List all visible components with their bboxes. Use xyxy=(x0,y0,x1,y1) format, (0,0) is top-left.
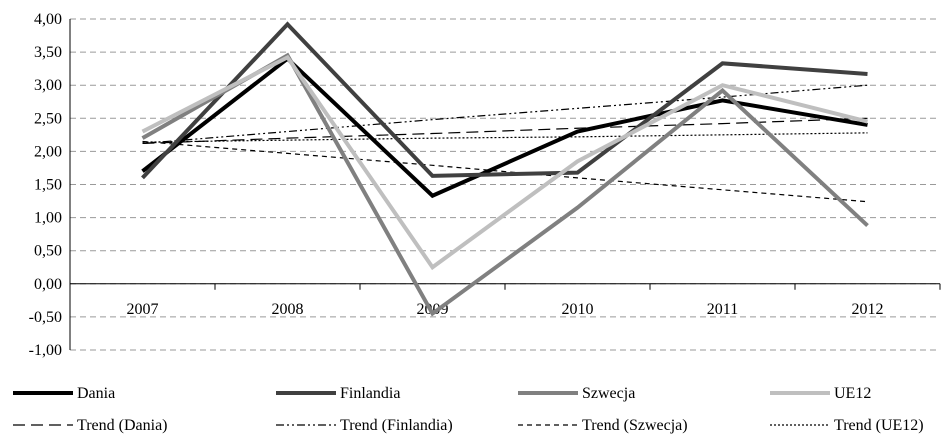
y-tick-label: 3,00 xyxy=(34,77,62,94)
legend-item-finlandia: Finlandia xyxy=(276,385,400,402)
y-tick-label: 3,50 xyxy=(34,44,62,61)
trend-line-trend-finlandia xyxy=(142,84,868,145)
trend-line-trend-dania xyxy=(142,117,868,145)
legend-item-szwecja: Szwecja xyxy=(518,385,635,402)
series-lines xyxy=(141,21,869,317)
y-tick-label: -0,50 xyxy=(29,309,62,326)
legend-label: Trend (Dania) xyxy=(77,417,168,434)
x-tick-label: 2012 xyxy=(852,301,884,318)
legend-item-dania: Dania xyxy=(13,385,115,402)
y-tick-label: 1,50 xyxy=(34,177,62,194)
legend-item-trend-dania: Trend (Dania) xyxy=(13,417,168,434)
legend-label: Trend (Finlandia) xyxy=(340,417,453,434)
legend: Dania Finlandia Szwecja UE12 Trend (Dania) Tr… xyxy=(13,385,924,434)
series-line-finlandia xyxy=(141,21,868,180)
legend-label: UE12 xyxy=(834,385,871,402)
legend-label: Finlandia xyxy=(340,385,400,402)
legend-label: Trend (Szwecja) xyxy=(582,417,688,434)
y-tick-label: 4,00 xyxy=(34,11,62,28)
series-line-ue12 xyxy=(141,54,868,271)
legend-item-trend-ue12: Trend (UE12) xyxy=(770,417,924,434)
x-tick-label: 2010 xyxy=(562,301,594,318)
y-axis-tick-labels: -1,00 -0,50 0,00 0,50 1,00 1,50 2,00 2,50 3,00 3,… xyxy=(29,11,62,359)
y-tick-label: 2,50 xyxy=(34,110,62,127)
y-tick-label: 0,50 xyxy=(34,243,62,260)
series-line-dania xyxy=(141,56,868,199)
legend-label: Dania xyxy=(77,385,115,402)
y-tick-label: 2,00 xyxy=(34,143,62,160)
trend-line-trend-ue12 xyxy=(142,132,868,143)
x-axis-tick-labels: 2007 2008 2009 2010 2011 2012 xyxy=(69,283,941,318)
trend-line-trend-szwecja xyxy=(142,140,868,203)
y-tick-label: 0,00 xyxy=(34,276,62,293)
legend-item-trend-finlandia: Trend (Finlandia) xyxy=(276,417,453,434)
y-tick-label: 1,00 xyxy=(34,210,62,227)
legend-item-ue12: UE12 xyxy=(770,385,871,402)
x-tick-label: 2007 xyxy=(127,301,159,318)
x-tick-label: 2008 xyxy=(272,301,304,318)
legend-label: Trend (UE12) xyxy=(834,417,924,434)
y-tick-label: -1,00 xyxy=(29,342,62,359)
legend-item-trend-szwecja: Trend (Szwecja) xyxy=(518,417,688,434)
trend-lines xyxy=(142,84,868,203)
legend-label: Szwecja xyxy=(582,385,635,402)
x-tick-label: 2011 xyxy=(707,301,738,318)
x-tick-label: 2009 xyxy=(417,301,449,318)
